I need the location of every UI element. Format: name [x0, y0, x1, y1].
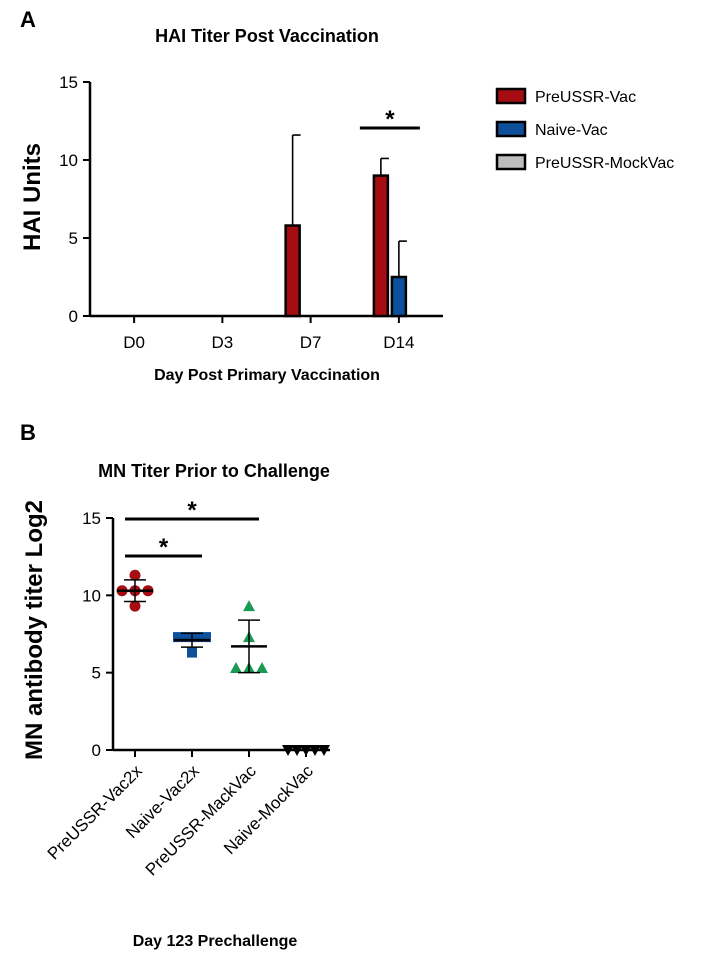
panel-b-point-triangle-down [282, 745, 294, 756]
panel-b-point-triangle-down [318, 745, 330, 756]
panel-a-y-axis-label: HAI Units [19, 143, 46, 251]
panel-b-chart: 051015PreUSSR-Vac2xNaive-Vac2xPreUSSR-Ma… [44, 497, 330, 879]
panel-b-y-tick-label: 10 [82, 586, 101, 605]
panel-a-category-label: D14 [383, 333, 414, 352]
panel-b-point-triangle-down [291, 745, 303, 756]
panel-b-significance-star: * [187, 497, 197, 524]
panel-b-y-tick-label: 0 [92, 741, 101, 760]
panel-a-category-label: D0 [123, 333, 145, 352]
panel-a-y-tick-label: 10 [59, 151, 78, 170]
panel-a-y-tick-label: 0 [69, 307, 78, 326]
panel-a-y-tick-label: 15 [59, 73, 78, 92]
panel-b-point-triangle-up [243, 600, 255, 612]
panel-b-point-triangle-down [300, 745, 312, 756]
panel-a-label: A [20, 7, 36, 32]
panel-b-point-triangle-up [256, 662, 268, 674]
panel-b-y-tick-label: 5 [92, 664, 101, 683]
panel-a-category-label: D3 [212, 333, 234, 352]
panel-b-category-label: PreUSSR-Vac2x [44, 761, 146, 863]
legend-label: PreUSSR-MockVac [535, 155, 674, 172]
panel-a-legend: PreUSSR-Vac Naive-Vac PreUSSR-MockVac [495, 87, 674, 172]
panel-a-title: HAI Titer Post Vaccination [155, 26, 379, 46]
panel-a-significance-star: * [385, 106, 395, 133]
panel-b-x-axis-label: Day 123 Prechallenge [133, 933, 298, 950]
panel-b-y-axis-label: MN antibody titer Log2 [21, 500, 48, 760]
panel-a-category-label: D7 [300, 333, 322, 352]
panel-b-point-circle [129, 569, 141, 581]
panel-a-bar [372, 174, 390, 318]
panel-b-significance-star: * [159, 534, 169, 561]
panel-b-y-tick-label: 15 [82, 509, 101, 528]
legend-swatch-naive-vac [495, 120, 527, 138]
legend-label: Naive-Vac [535, 122, 608, 139]
panel-b-point-circle [129, 600, 141, 612]
panel-a-x-axis-label: Day Post Primary Vaccination [154, 367, 380, 384]
panel-b-category-label: PreUSSR-MackVac [142, 761, 260, 879]
legend-swatch-preussr-vac [495, 87, 527, 105]
legend-label: PreUSSR-Vac [535, 89, 636, 106]
panel-a-bar [284, 224, 301, 318]
panel-a-y-tick-label: 5 [69, 229, 78, 248]
panel-b-point-square [187, 647, 197, 658]
legend-swatch-preussr-mockvac [495, 153, 527, 171]
panel-a-chart: 0 5 10 15 D0 D3 D7 D14 * [59, 73, 443, 352]
panel-a-bar [390, 275, 408, 318]
panel-b-point-triangle-up [230, 662, 242, 674]
panel-b-point-triangle-down [309, 745, 321, 756]
panel-b-title: MN Titer Prior to Challenge [98, 461, 330, 481]
panel-b-label: B [20, 420, 36, 445]
